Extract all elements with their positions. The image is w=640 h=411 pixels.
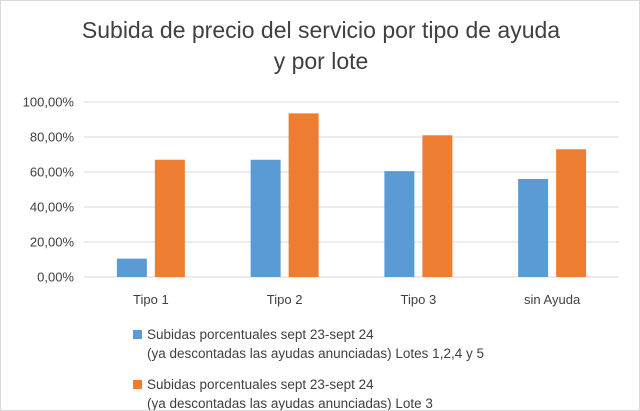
x-tick-label: Tipo 3 (401, 292, 437, 307)
bar-series-1 (518, 179, 549, 277)
bar-series-1 (384, 171, 415, 277)
legend: Subidas porcentuales sept 23-sept 24 (ya… (133, 325, 633, 411)
bar-series-1 (250, 159, 281, 277)
legend-swatch-series-2 (133, 380, 142, 389)
legend-label-series-2: Subidas porcentuales sept 23-sept 24 (ya… (147, 377, 433, 411)
x-tick-label: Tipo 1 (133, 292, 169, 307)
chart-title-line-1: Subida de precio del servicio por tipo d… (81, 17, 561, 43)
bar-series-2 (556, 149, 587, 277)
bar-series-2 (288, 113, 319, 277)
bar-series-1 (116, 258, 147, 277)
y-tick-label: 60,00% (30, 165, 75, 180)
y-tick-label: 40,00% (30, 200, 75, 215)
plot-area: 0,00% 20,00% 40,00% 60,00% 80,00% 100,00% Tipo… (23, 95, 619, 307)
legend-swatch-series-1 (133, 330, 142, 339)
y-tick-label: 80,00% (30, 130, 75, 145)
chart-title: Subida de precio del servicio por tipo d… (1, 15, 639, 77)
x-tick-label: sin Ayuda (524, 292, 581, 307)
y-tick-label: 0,00% (37, 270, 74, 285)
chart-title-line-2: y por lote (273, 48, 369, 74)
bar-series-2 (154, 159, 185, 277)
legend-label-series-1: Subidas porcentuales sept 23-sept 24 (ya… (147, 327, 484, 361)
legend-item-series-1: Subidas porcentuales sept 23-sept 24 (ya… (133, 325, 633, 363)
y-tick-label: 100,00% (23, 95, 75, 110)
legend-item-series-2: Subidas porcentuales sept 23-sept 24 (ya… (133, 375, 633, 411)
y-tick-label: 20,00% (30, 235, 75, 250)
x-tick-label: Tipo 2 (267, 292, 303, 307)
bar-series-2 (422, 135, 453, 277)
